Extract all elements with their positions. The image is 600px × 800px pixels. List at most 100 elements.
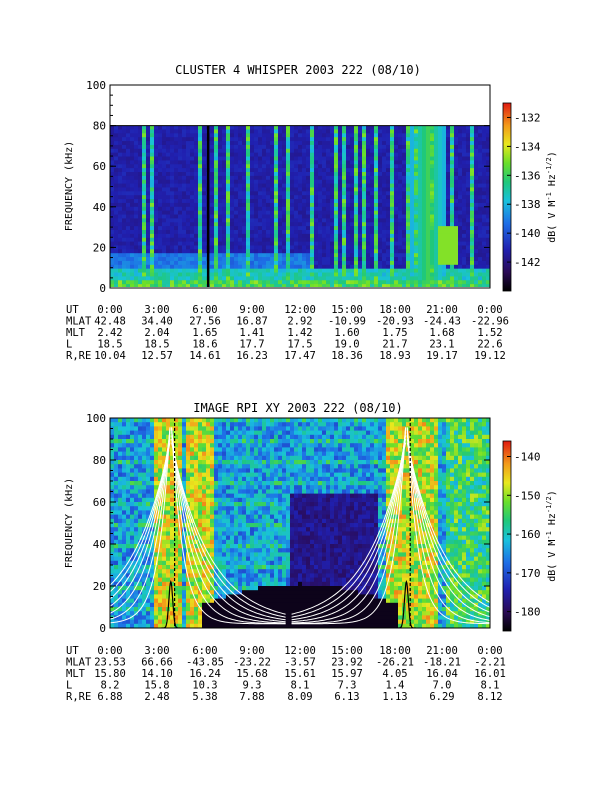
spectrogram-column xyxy=(314,125,319,287)
model-contour-line xyxy=(291,442,407,615)
spectrogram-column xyxy=(486,418,490,628)
orbit-table-cell: -10.99 xyxy=(328,316,366,328)
spectrogram-column xyxy=(466,418,471,628)
orbit-table-cell: 9:00 xyxy=(239,304,264,316)
spectrogram-column xyxy=(398,418,403,628)
spectrogram-column xyxy=(450,418,455,628)
orbit-table-cell: 15.68 xyxy=(236,668,268,680)
orbit-table-cell: 9:00 xyxy=(239,645,264,657)
orbit-table-cell: 5.38 xyxy=(192,691,217,703)
colorbar-bottom: -140 -150 -160 -170 -180 dB( V M-1 Hz-1/2) xyxy=(502,440,558,632)
colorbar-tick-label: -140 xyxy=(514,227,541,240)
model-contour-line xyxy=(291,432,407,623)
spectrogram-column xyxy=(270,418,275,628)
orbit-table-cell: 23.92 xyxy=(331,657,363,669)
orbit-row-label: MLAT xyxy=(66,316,92,328)
spectrogram-column xyxy=(122,418,127,628)
spectrogram-column xyxy=(394,418,399,628)
spectrogram-column xyxy=(226,418,231,628)
spectrogram-column xyxy=(222,418,227,628)
model-contour-line xyxy=(406,427,490,625)
spectrogram-column xyxy=(290,125,295,287)
spectrogram-column xyxy=(178,125,183,287)
orbit-table-cell: -24.43 xyxy=(423,316,461,328)
spectrogram-column xyxy=(210,418,215,628)
spectrogram-column xyxy=(234,418,239,628)
model-contour-line xyxy=(406,438,490,608)
spectrogram-column xyxy=(458,418,463,628)
orbit-row-label: MLT xyxy=(66,327,86,339)
spectrogram-column xyxy=(230,418,235,628)
spectrogram-column xyxy=(378,418,383,628)
spectrogram-column xyxy=(278,418,283,628)
spectrogram-column xyxy=(262,125,267,287)
spectrogram-column xyxy=(242,418,247,628)
spectrogram-column xyxy=(274,418,279,628)
data-gap-line xyxy=(206,125,210,287)
orbit-table-cell: 9.3 xyxy=(243,680,262,692)
orbit-table-cell: 2.04 xyxy=(144,327,169,339)
colorbar-gradient xyxy=(502,440,512,632)
spectrogram-column xyxy=(466,125,471,287)
orbit-table-cell: 16.04 xyxy=(426,668,458,680)
spectrogram-column xyxy=(354,418,359,628)
spectrogram-column xyxy=(378,125,383,287)
spectrogram-column xyxy=(410,418,415,628)
orbit-table-cell: 18.6 xyxy=(192,339,217,351)
colorbar-label: dB( V M-1 Hz-1/2) xyxy=(545,151,558,243)
spectrogram-column xyxy=(230,125,235,287)
orbit-table-cell: 1.13 xyxy=(382,691,407,703)
spectrogram-column xyxy=(266,125,271,287)
spectrogram-column xyxy=(270,125,275,287)
spectrogram-column xyxy=(390,125,395,287)
spectrogram-column xyxy=(350,418,355,628)
orbit-table-cell: 1.52 xyxy=(477,327,502,339)
spectrogram-column xyxy=(186,125,191,287)
orbit-table-cell: 19.0 xyxy=(334,339,359,351)
spectrogram-column xyxy=(154,125,159,287)
spectrogram-column xyxy=(306,125,311,287)
y-tick-label: 20 xyxy=(93,580,106,593)
orbit-table-cell: 42.48 xyxy=(94,316,126,328)
spectrogram-column xyxy=(318,125,323,287)
orbit-table-cell: -23.22 xyxy=(233,657,271,669)
orbit-table-cell: 1.42 xyxy=(287,327,312,339)
spectrogram-column xyxy=(462,418,467,628)
orbit-table-cell: 17.7 xyxy=(239,339,264,351)
spectrogram-column xyxy=(130,418,135,628)
model-contour-line xyxy=(291,427,407,625)
spectrogram-column xyxy=(214,125,219,287)
spectrogram-column xyxy=(198,418,203,628)
model-contour-line xyxy=(171,438,286,618)
spectrogram-column xyxy=(286,125,291,287)
spectrogram-column xyxy=(138,418,143,628)
orbit-table-cell: 15.97 xyxy=(331,668,363,680)
orbit-table-cell: 15:00 xyxy=(331,304,363,316)
orbit-table-cell: 1.41 xyxy=(239,327,264,339)
spectrogram-column xyxy=(358,418,363,628)
spectrogram-column xyxy=(298,418,303,628)
spectrogram-column xyxy=(442,418,447,628)
spectrogram-column xyxy=(234,125,239,287)
colorbar-tick-label: -180 xyxy=(514,606,541,619)
spectrogram-column xyxy=(434,418,439,628)
spectrogram-column xyxy=(426,418,431,628)
y-tick-label: 40 xyxy=(93,538,106,551)
panel-cluster-whisper: CLUSTER 4 WHISPER 2003 222 (08/10) FREQU… xyxy=(64,63,558,362)
colorbar-tick-label: -160 xyxy=(514,528,541,541)
spectrogram-column xyxy=(310,418,315,628)
orbit-table-cell: 6:00 xyxy=(192,645,217,657)
y-axis-label-bottom: FREQUENCY (kHz) xyxy=(64,478,75,568)
orbit-table-cell: 34.40 xyxy=(141,316,173,328)
spectrogram-column xyxy=(210,125,215,287)
spectrogram-column xyxy=(318,418,323,628)
orbit-row-label: L xyxy=(66,339,72,351)
spectrogram-column xyxy=(146,418,151,628)
orbit-table-cell: 19.17 xyxy=(426,350,458,362)
spectrogram-column xyxy=(166,125,171,287)
spectrogram-column xyxy=(174,125,179,287)
spectrogram-column xyxy=(418,125,423,287)
spectrogram-column xyxy=(302,125,307,287)
orbit-table-cell: 18.5 xyxy=(97,339,122,351)
